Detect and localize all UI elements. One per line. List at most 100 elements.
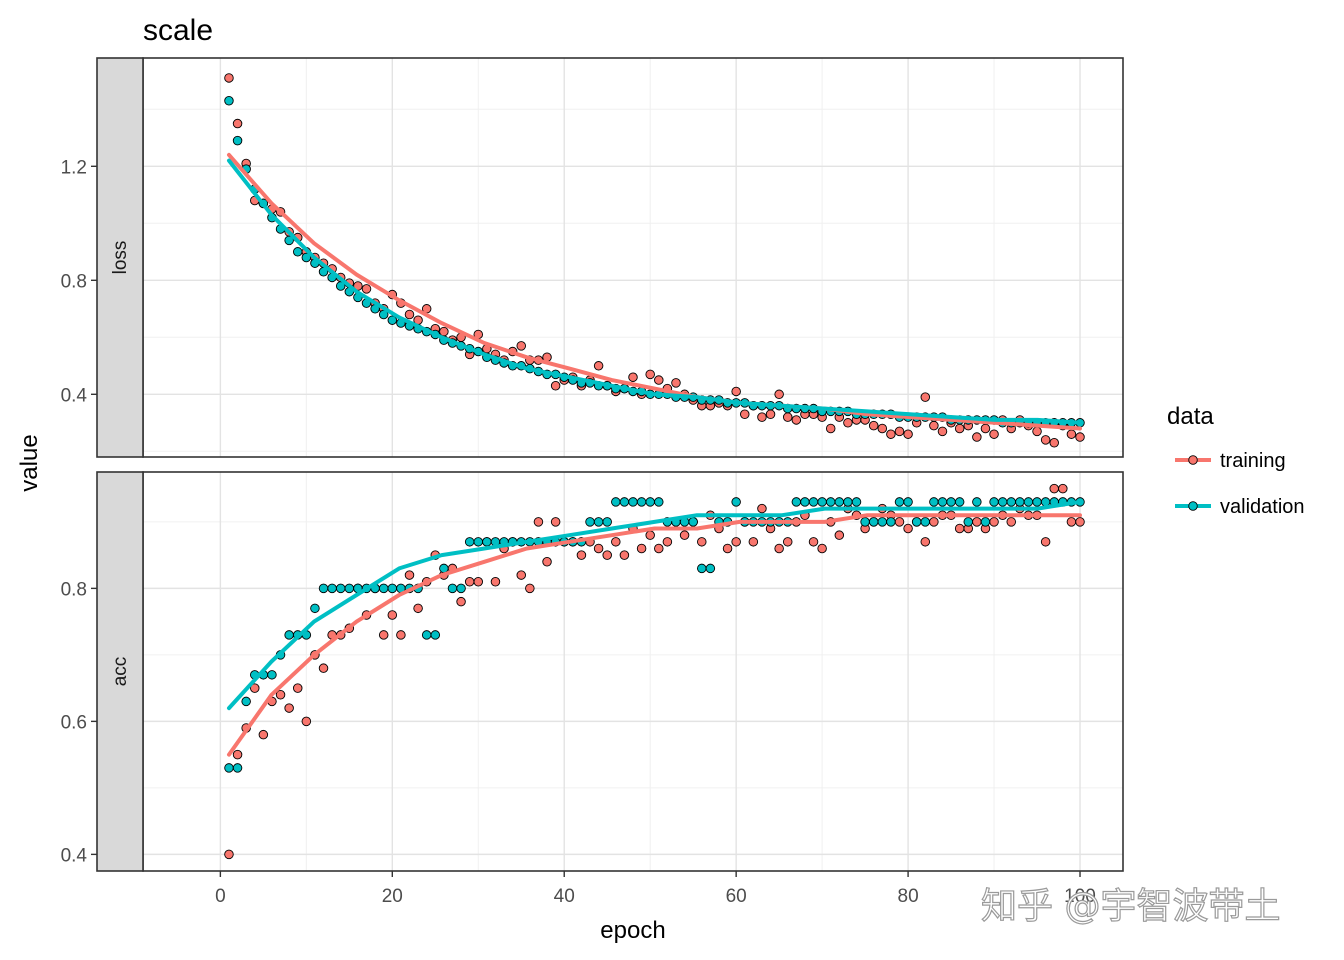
point-validation <box>843 497 853 507</box>
point-training <box>284 703 294 713</box>
point-training <box>654 543 664 554</box>
point-validation <box>937 497 948 507</box>
point-validation <box>636 497 647 507</box>
point-validation <box>232 135 243 146</box>
point-validation <box>585 517 595 527</box>
point-validation <box>310 603 320 614</box>
point-training <box>825 423 836 434</box>
point-training <box>731 537 741 547</box>
point-training <box>542 557 552 567</box>
point-training <box>576 550 587 560</box>
legend: data training validation <box>1167 403 1305 518</box>
point-training <box>473 576 484 587</box>
point-validation <box>808 497 819 507</box>
point-training <box>1040 537 1051 547</box>
point-validation <box>224 95 234 106</box>
point-validation <box>619 497 630 507</box>
point-training <box>516 341 526 351</box>
point-training <box>980 423 991 434</box>
strip-loss <box>96 57 144 458</box>
point-training <box>250 683 260 693</box>
point-training <box>1066 429 1077 439</box>
point-training <box>611 537 621 547</box>
point-validation <box>929 497 939 507</box>
point-validation <box>920 517 931 527</box>
legend-title: data <box>1167 403 1214 430</box>
legend-label: validation <box>1220 496 1305 518</box>
point-training <box>920 392 931 402</box>
point-validation <box>911 517 922 527</box>
point-training <box>929 517 939 527</box>
point-validation <box>997 497 1008 507</box>
point-validation <box>335 281 346 291</box>
point-validation <box>1023 497 1034 507</box>
point-training <box>903 429 913 439</box>
point-training <box>619 550 630 560</box>
point-training <box>722 543 733 554</box>
y-tick-label: 0.4 <box>61 845 88 866</box>
y-tick-label: 0.8 <box>61 579 87 600</box>
point-training <box>1049 438 1059 448</box>
point-validation <box>972 497 982 507</box>
point-validation <box>284 235 294 246</box>
point-validation <box>980 517 991 527</box>
point-validation <box>1032 497 1042 507</box>
point-training <box>808 537 819 547</box>
point-validation <box>645 497 655 507</box>
trend-line-training <box>227 152 1082 431</box>
point-training <box>1075 517 1085 527</box>
legend-key-point <box>1188 455 1198 465</box>
point-training <box>645 369 655 380</box>
point-training <box>774 543 784 554</box>
point-validation <box>284 630 294 640</box>
point-training <box>782 537 793 547</box>
point-validation <box>903 497 913 507</box>
point-validation <box>894 497 905 507</box>
point-validation <box>705 563 716 574</box>
point-training <box>989 429 999 439</box>
facet-panels: loss 0.4 0.8 1.2 acc 0.4 0.6 0.8 0 20 40 60 80 100 <box>61 57 1124 907</box>
point-validation <box>318 583 329 594</box>
x-tick-label: 80 <box>898 886 919 907</box>
point-training <box>748 537 759 547</box>
strip-label: acc <box>110 657 131 687</box>
point-validation <box>791 497 802 507</box>
point-validation <box>851 497 862 507</box>
point-training <box>972 517 982 527</box>
point-validation <box>817 497 827 507</box>
point-validation <box>1015 497 1025 507</box>
point-training <box>937 426 948 437</box>
point-validation <box>731 497 741 507</box>
point-validation <box>593 517 604 527</box>
point-training <box>636 543 647 554</box>
point-validation <box>697 563 707 574</box>
point-training <box>404 309 415 320</box>
point-validation <box>963 517 974 527</box>
point-validation <box>292 247 303 257</box>
point-validation <box>1006 497 1016 507</box>
point-validation <box>344 583 355 594</box>
point-validation <box>654 497 664 507</box>
point-validation <box>456 583 466 594</box>
point-training <box>645 530 655 540</box>
point-training <box>275 690 286 700</box>
point-training <box>877 423 888 434</box>
point-training <box>1032 426 1042 437</box>
point-training <box>817 543 827 554</box>
point-training <box>1049 483 1059 494</box>
x-axis-title: epoch <box>600 917 665 944</box>
point-validation <box>464 537 475 547</box>
point-training <box>550 381 561 391</box>
point-training <box>593 543 604 554</box>
point-validation <box>378 583 389 594</box>
y-tick-label: 0.4 <box>61 385 88 406</box>
point-validation <box>327 583 337 594</box>
point-training <box>378 630 389 640</box>
point-training <box>258 729 269 740</box>
point-training <box>886 429 896 439</box>
point-validation <box>886 517 896 527</box>
point-training <box>413 603 423 614</box>
point-validation <box>335 583 346 594</box>
point-validation <box>989 497 999 507</box>
